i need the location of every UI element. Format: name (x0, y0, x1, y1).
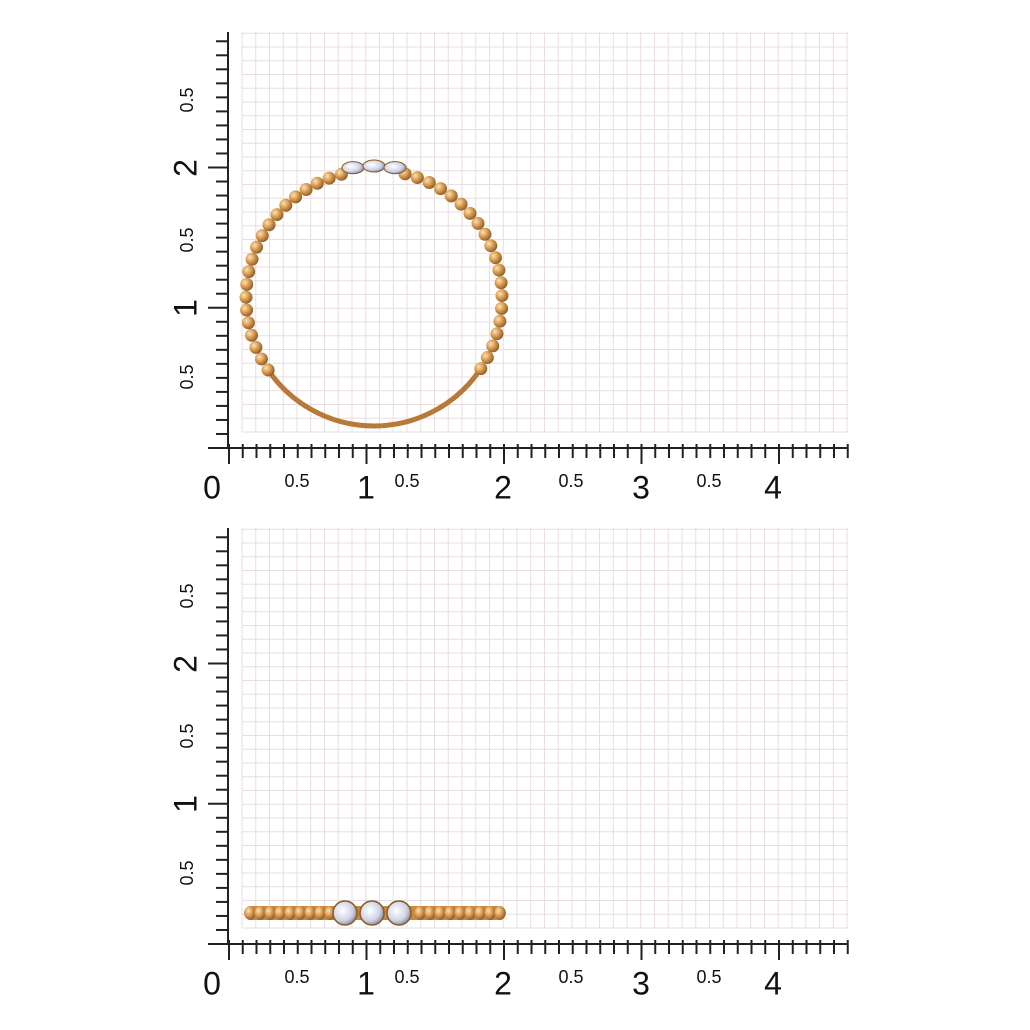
x-ruler-label: 1 (357, 965, 375, 1001)
x-ruler-label: 2 (494, 965, 512, 1001)
ring-bead (471, 216, 485, 230)
x-ruler-label: 0.5 (284, 967, 309, 987)
ring-bead (294, 906, 306, 920)
ring-stone (362, 159, 386, 173)
ring-bead (434, 906, 446, 920)
ring-bead (240, 303, 254, 317)
ring-stone (386, 900, 412, 926)
ring-bead (250, 240, 264, 254)
ring-bead (495, 301, 509, 315)
ring-bead (239, 290, 253, 304)
ring-bead (488, 251, 502, 265)
y-ruler-label: 2 (167, 655, 203, 673)
ring-bead (255, 229, 269, 243)
ring-stone (359, 900, 385, 926)
y-ruler-label: 0.5 (177, 860, 197, 885)
dimension-panel: 0 0.5 1 0.5 2 0.5 3 0.5 4 0.5 1 0.5 2 0.5 (167, 528, 849, 1001)
ring-bead (241, 316, 255, 330)
ring-bead (304, 906, 316, 920)
ring-bead (474, 362, 488, 376)
ring-bead (490, 327, 504, 341)
ring-bead (480, 351, 494, 365)
x-ruler-label: 0.5 (284, 471, 309, 491)
ring-bead (314, 906, 326, 920)
ring-bead (495, 289, 509, 303)
ring-bead (493, 314, 507, 328)
ring-front (244, 900, 506, 926)
y-ruler-label: 0.5 (177, 364, 197, 389)
x-ruler-label: 3 (632, 469, 650, 505)
ring-bead (434, 182, 448, 196)
ring-bead (279, 198, 293, 212)
ring-bead (454, 906, 466, 920)
x-ruler-label: 0.5 (394, 967, 419, 987)
ring-bead (463, 206, 477, 220)
ring-stone (341, 161, 365, 175)
ring-bead (478, 227, 492, 241)
ring-stone (383, 161, 407, 175)
ring-bead (284, 906, 296, 920)
ring-bead (422, 176, 436, 190)
y-ruler-label: 0.5 (177, 723, 197, 748)
x-ruler-label: 4 (764, 469, 782, 505)
ring-bead (494, 276, 508, 290)
dimension-panel: 0 0.5 1 0.5 2 0.5 3 0.5 4 0.5 1 0.5 2 0.5 (167, 32, 849, 505)
y-ruler-label: 0.5 (177, 87, 197, 112)
ring-bead (242, 265, 256, 279)
ring-bead (444, 189, 458, 203)
ring-bead (486, 339, 500, 353)
ring-bead (245, 252, 259, 266)
y-ruler-label: 2 (167, 159, 203, 177)
ring-bead (424, 906, 436, 920)
ring-bead (444, 906, 456, 920)
x-ruler-label: 0.5 (558, 471, 583, 491)
ring-bead (261, 363, 275, 377)
ring-bead (249, 340, 263, 354)
ring-bead (240, 277, 254, 291)
ring-bead (270, 208, 284, 222)
ring-bead (264, 906, 276, 920)
y-ruler-label: 1 (167, 299, 203, 317)
x-ruler-label: 0 (203, 965, 221, 1001)
ring-bead (322, 171, 336, 185)
ring-bead (492, 263, 506, 277)
x-ruler-label: 0.5 (394, 471, 419, 491)
ring-bead (474, 906, 486, 920)
ring-bead (464, 906, 476, 920)
y-ruler-label: 0.5 (177, 227, 197, 252)
ring-stone (332, 900, 358, 926)
x-ruler-label: 2 (494, 469, 512, 505)
ring-bead (245, 328, 259, 342)
ring-bead (414, 906, 426, 920)
x-ruler-label: 0.5 (696, 471, 721, 491)
ring-bead (454, 197, 468, 211)
ring-bead (274, 906, 286, 920)
ring-profile (239, 159, 509, 429)
ring-bead (494, 906, 506, 920)
ring-bead (254, 352, 268, 366)
x-ruler-label: 0 (203, 469, 221, 505)
x-ruler-label: 3 (632, 965, 650, 1001)
x-ruler-label: 1 (357, 469, 375, 505)
ring-bead (299, 182, 313, 196)
ring-bead (410, 171, 424, 185)
ring-bead (262, 218, 276, 232)
ring-bead (254, 906, 266, 920)
ring-band (266, 368, 482, 429)
ring-bead (484, 239, 498, 253)
ring-bead (310, 176, 324, 190)
y-ruler-label: 0.5 (177, 583, 197, 608)
x-ruler-label: 4 (764, 965, 782, 1001)
ring-bead (484, 906, 496, 920)
x-ruler-label: 0.5 (696, 967, 721, 987)
y-ruler-label: 1 (167, 795, 203, 813)
ring-bead (244, 906, 256, 920)
ring-bead (289, 190, 303, 204)
x-ruler-label: 0.5 (558, 967, 583, 987)
